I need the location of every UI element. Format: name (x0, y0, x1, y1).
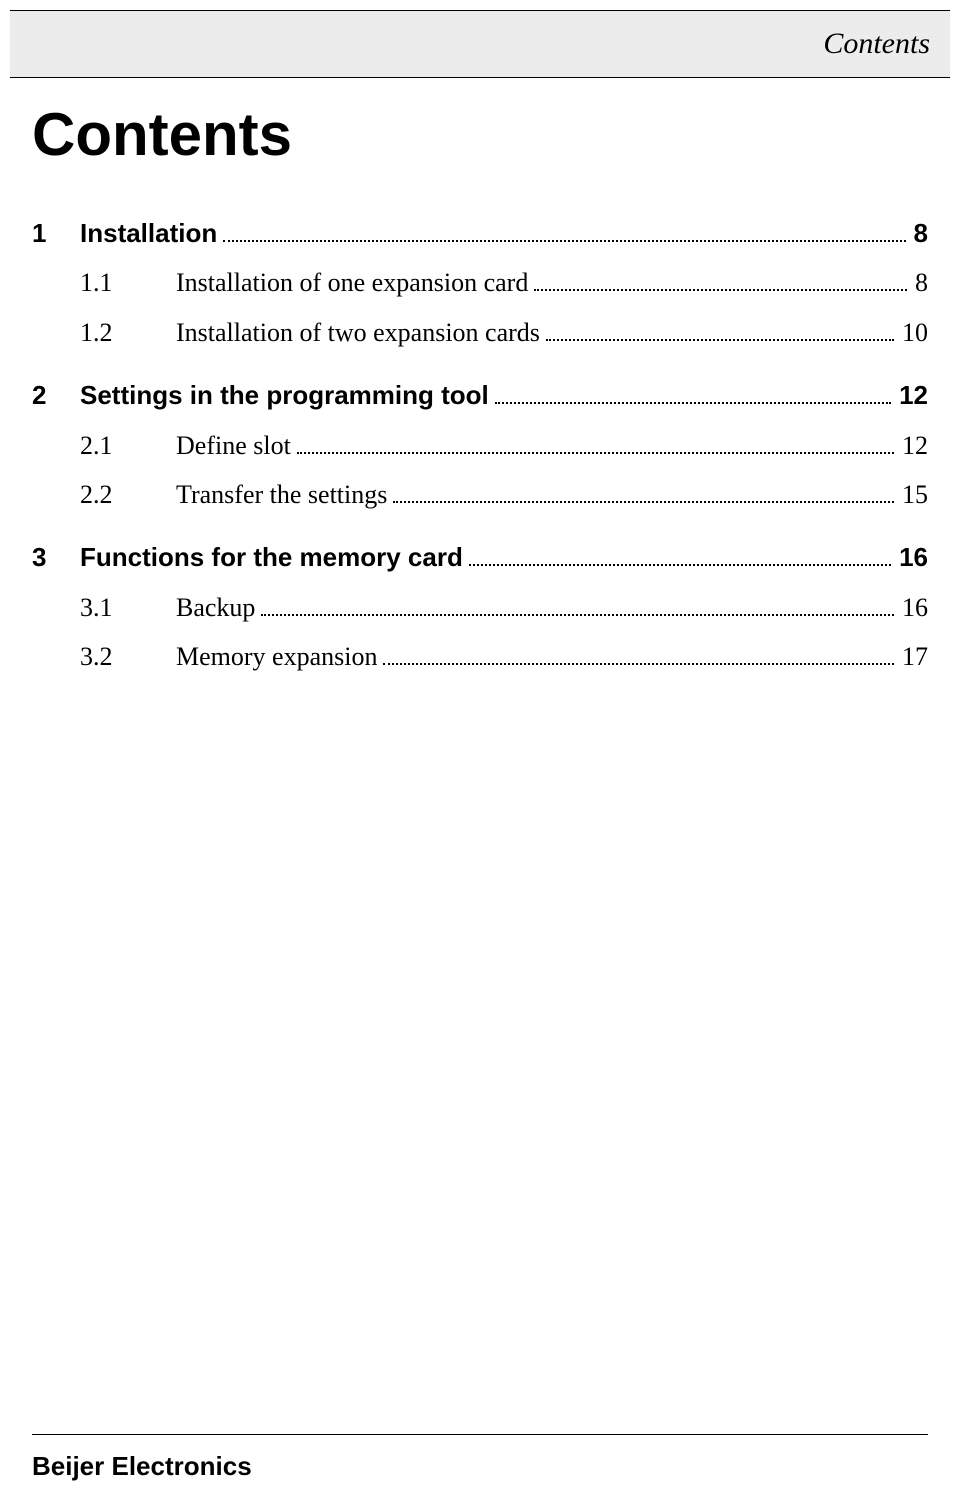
toc-sub-num: 2.2 (80, 470, 176, 519)
toc-sub-page: 16 (900, 583, 928, 632)
toc-sub-page: 12 (900, 421, 928, 470)
header-bar: Contents (10, 10, 950, 78)
footer: Beijer Electronics (32, 1434, 928, 1482)
toc-sub-row: 1.1 Installation of one expansion card 8 (32, 258, 928, 307)
toc-leader-dots (261, 595, 894, 616)
page-title: Contents (32, 100, 928, 169)
page: Contents Contents 1 Installation 8 1.1 I… (0, 0, 960, 1512)
toc-section: 1 Installation 8 1.1 Installation of one… (32, 209, 928, 357)
toc-chapter-title: Settings in the programming tool (80, 371, 489, 420)
content-area: Contents 1 Installation 8 1.1 Installati… (32, 100, 928, 696)
toc-leader-dots (223, 221, 905, 242)
header-label: Contents (823, 27, 930, 61)
toc-chapter-title: Functions for the memory card (80, 533, 463, 582)
toc-chapter-num: 2 (32, 371, 80, 420)
toc-leader-dots (546, 320, 894, 341)
toc-sub-num: 1.1 (80, 258, 176, 307)
toc-sub-row: 1.2 Installation of two expansion cards … (32, 308, 928, 357)
table-of-contents: 1 Installation 8 1.1 Installation of one… (32, 209, 928, 682)
toc-sub-row: 3.2 Memory expansion 17 (32, 632, 928, 681)
toc-sub-num: 2.1 (80, 421, 176, 470)
toc-sub-row: 3.1 Backup 16 (32, 583, 928, 632)
toc-sub-title: Installation of two expansion cards (176, 308, 540, 357)
toc-leader-dots (297, 433, 894, 454)
toc-sub-title: Memory expansion (176, 632, 377, 681)
toc-sub-title: Transfer the settings (176, 470, 387, 519)
toc-chapter-page: 8 (912, 209, 928, 258)
toc-sub-num: 3.2 (80, 632, 176, 681)
toc-sub-title: Define slot (176, 421, 291, 470)
toc-leader-dots (469, 546, 891, 567)
toc-chapter-row: 2 Settings in the programming tool 12 (32, 371, 928, 420)
toc-leader-dots (393, 482, 894, 503)
toc-chapter-row: 1 Installation 8 (32, 209, 928, 258)
footer-publisher: Beijer Electronics (32, 1451, 252, 1481)
toc-sub-page: 10 (900, 308, 928, 357)
toc-sub-page: 17 (900, 632, 928, 681)
toc-leader-dots (534, 271, 907, 292)
toc-sub-num: 3.1 (80, 583, 176, 632)
toc-sub-row: 2.1 Define slot 12 (32, 421, 928, 470)
toc-chapter-row: 3 Functions for the memory card 16 (32, 533, 928, 582)
toc-chapter-page: 16 (897, 533, 928, 582)
toc-sub-title: Installation of one expansion card (176, 258, 528, 307)
toc-chapter-num: 1 (32, 209, 80, 258)
toc-sub-num: 1.2 (80, 308, 176, 357)
toc-sub-page: 8 (913, 258, 928, 307)
toc-leader-dots (495, 383, 891, 404)
toc-leader-dots (383, 644, 894, 665)
toc-sub-page: 15 (900, 470, 928, 519)
toc-sub-title: Backup (176, 583, 255, 632)
toc-section: 2 Settings in the programming tool 12 2.… (32, 371, 928, 519)
toc-section: 3 Functions for the memory card 16 3.1 B… (32, 533, 928, 681)
toc-sub-row: 2.2 Transfer the settings 15 (32, 470, 928, 519)
toc-chapter-num: 3 (32, 533, 80, 582)
toc-chapter-page: 12 (897, 371, 928, 420)
toc-chapter-title: Installation (80, 209, 217, 258)
